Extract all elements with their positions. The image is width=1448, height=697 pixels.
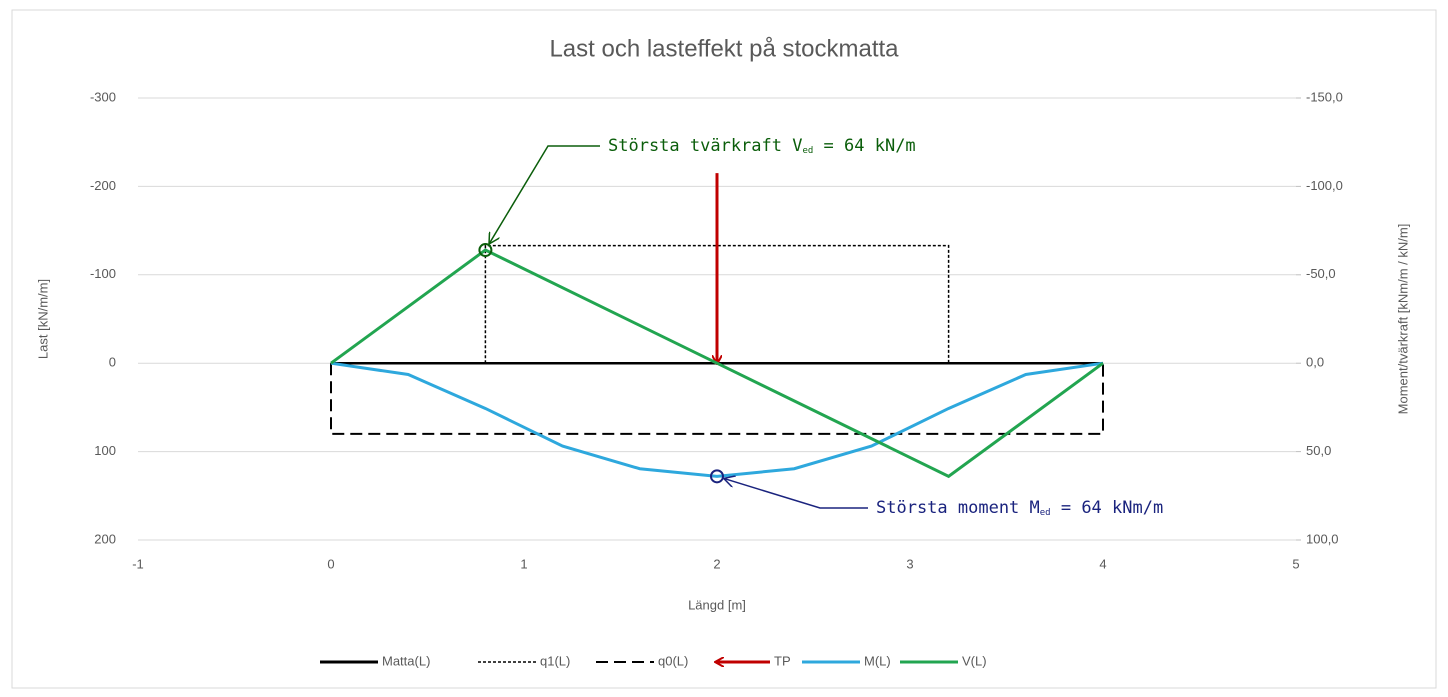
y-axis-label: Last [kN/m/m] <box>35 279 50 359</box>
annotation-part: ed <box>802 146 813 156</box>
y2-tick-label: 100,0 <box>1306 531 1339 546</box>
legend-label: q0(L) <box>658 653 688 668</box>
y-tick-label: -200 <box>90 178 116 193</box>
annotation-part: ed <box>1040 508 1051 518</box>
annotation-part: Största tvärkraft V <box>608 136 802 156</box>
annotation-leader <box>490 145 600 243</box>
x-tick-label: 5 <box>1292 556 1299 571</box>
y2-tick-label: -100,0 <box>1306 178 1343 193</box>
x-tick-label: 0 <box>327 556 334 571</box>
y-tick-label: 100 <box>94 443 116 458</box>
y2-tick-label: 0,0 <box>1306 355 1324 370</box>
legend-label: TP <box>774 653 791 668</box>
legend-label: q1(L) <box>540 653 570 668</box>
series-line <box>330 361 1104 478</box>
annotation-leader <box>725 479 868 509</box>
annotation-part: Största moment M <box>876 498 1040 518</box>
annotation: Största tvärkraft Ved = 64 kN/m <box>608 136 916 156</box>
x-axis-label: Längd [m] <box>688 597 746 612</box>
legend-label: V(L) <box>962 653 987 668</box>
y2-tick-label: -150,0 <box>1306 89 1343 104</box>
x-tick-label: -1 <box>132 556 144 571</box>
annotation-part: = 64 kNm/m <box>1051 498 1164 518</box>
x-tick-label: 4 <box>1099 556 1106 571</box>
annotation: Största moment Med = 64 kNm/m <box>876 498 1163 518</box>
y-tick-label: 0 <box>109 355 116 370</box>
y-tick-label: -300 <box>90 89 116 104</box>
x-tick-label: 2 <box>713 556 720 571</box>
legend-label: M(L) <box>864 653 891 668</box>
y-tick-label: -100 <box>90 266 116 281</box>
x-tick-label: 1 <box>520 556 527 571</box>
y2-tick-label: 50,0 <box>1306 443 1331 458</box>
legend-label: Matta(L) <box>382 653 430 668</box>
annotation-part: = 64 kN/m <box>813 136 915 156</box>
chart-title: Last och lasteffekt på stockmatta <box>549 35 899 62</box>
series-line <box>330 248 1104 479</box>
y2-tick-label: -50,0 <box>1306 266 1336 281</box>
chart-frame <box>11 9 1437 689</box>
y-tick-label: 200 <box>94 531 116 546</box>
highlight-marker <box>478 243 493 258</box>
y2-axis-label: Moment/tvärkraft [kNm/m / kN/m] <box>1395 224 1410 415</box>
x-tick-label: 3 <box>906 556 913 571</box>
series-line <box>330 363 1104 435</box>
